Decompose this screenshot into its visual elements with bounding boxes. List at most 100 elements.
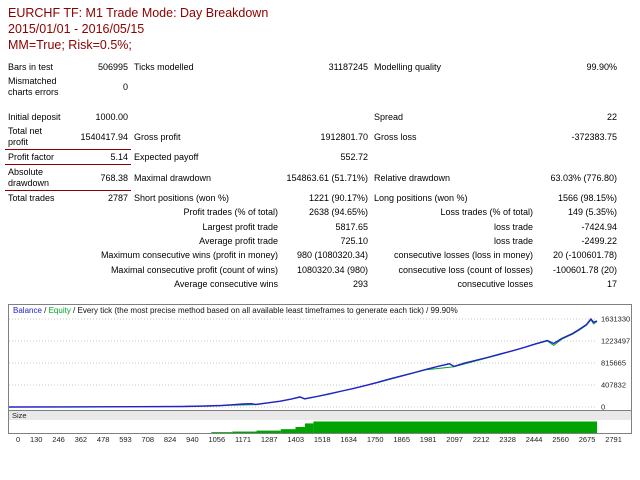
stat-value: 0 [122,81,128,92]
legend-equity-label: Equity [48,305,71,315]
stat-row: Total net profit 1540417.94 Gross profit 19… [5,124,620,151]
stat-value: -7424.94 [581,221,617,232]
stat-value: 17 [606,279,617,290]
stat-label: Gross profit [134,131,181,142]
stat-label: Mismatched charts errors [8,76,59,97]
stats-table: Bars in test 506995 Ticks modelled 31187245… [5,60,620,292]
stat-value: 1912801.70 [320,131,368,142]
stat-label: Modelling quality [374,62,442,72]
stat-value: 63.03% (776.80) [550,172,617,183]
x-axis-label: 2328 [499,434,516,444]
x-axis-label: 2444 [525,434,543,444]
stat-row: Profit factor 5.14 Expected payoff 552.72 [5,149,620,166]
x-axis-label: 1981 [419,434,437,444]
stat-value: -372383.75 [571,131,617,142]
stat-label: Loss trades (% of total) [440,207,533,218]
x-axis-label: 2675 [578,434,596,444]
stat-label: Bars in test [8,62,54,72]
stat-value: 768.38 [67,164,131,192]
report-date-range: 2015/01/01 - 2016/05/15 [8,22,145,36]
stat-label [536,150,620,165]
stat-label: consecutive losses [457,279,533,290]
x-axis-label: 1750 [366,434,384,444]
report-settings: MM=True; Risk=0.5%; [8,38,132,52]
stat-row: Total trades 2787 Short positions (won %) 1… [5,191,620,206]
stat-label: Initial deposit [8,112,61,123]
stat-row: Absolute drawdown 768.38 Maximal drawdown 1… [5,164,620,192]
stat-value: 2638 (94.65%) [308,207,368,218]
stat-value: -100601.78 (20) [552,264,617,275]
y-axis-label: 1223497 [601,336,630,345]
stat-value: 2787 [107,193,128,204]
size-bar [211,431,233,433]
y-axis-label: 815665 [601,358,626,367]
stat-value: 1080320.34 (980) [296,264,368,275]
x-axis-label: 2791 [605,434,622,444]
balance-chart-panel: Balance / Equity / Every tick (the most … [8,303,632,444]
stat-label: consecutive loss (count of losses) [398,264,533,275]
stat-value: 1000.00 [95,112,128,123]
stat-value: 99.90% [586,62,617,72]
stat-label: Profit trades (% of total) [183,207,278,218]
x-axis-label: 0 [16,434,21,444]
stat-label: Absolute drawdown [5,164,67,192]
stat-row: Initial deposit 1000.00 Spread 22 [5,110,620,124]
x-axis-label: 1056 [208,434,226,444]
stat-value: 725.10 [340,236,368,247]
size-bar [305,422,314,433]
stat-label [281,74,371,99]
chart-box: Balance / Equity / Every tick (the most … [8,303,632,434]
x-axis-label: 362 [74,434,88,444]
stat-label [131,110,281,124]
stat-row: Profit trades (% of total) 2638 (94.65%) L… [5,205,620,219]
stat-value: 149 (5.35%) [567,207,617,218]
spacer-row [5,99,620,110]
size-bar [232,431,257,433]
stat-label: loss trade [493,236,533,247]
size-chart-svg [211,420,597,433]
y-axis-label: 407832 [601,380,626,389]
stat-label: Total net profit [5,124,67,151]
x-axis-label: 593 [119,434,132,444]
stat-row: Mismatched charts errors 0 [5,74,620,99]
stats-table-body: Bars in test 506995 Ticks modelled 31187245… [5,60,620,292]
stat-label [371,150,536,165]
legend-balance-label: Balance [13,305,42,315]
x-axis-label: 1403 [287,434,305,444]
stat-value: 1221 (90.17%) [308,192,368,203]
stat-value: 22 [606,112,617,123]
stat-label: Spread [374,112,404,123]
stat-label [371,74,536,99]
stat-row: Maximum consecutive wins (profit in mone… [5,248,620,262]
stat-value: 293 [352,279,368,290]
stat-label: loss trade [493,221,533,232]
stat-label: Average consecutive wins [174,279,278,290]
stat-row: Average consecutive wins 293 consecutive l… [5,277,620,291]
stat-value: 1566 (98.15%) [557,192,617,203]
x-axis-label: 246 [52,434,65,444]
x-axis-labels: 0 130 246 362 478 593 708 824 940 1056 1171 1287 140… [16,435,622,444]
stat-label: Gross loss [374,131,417,142]
balance-line [9,317,598,408]
stat-value: 5.14 [67,149,131,166]
size-bar [256,430,281,433]
x-axis-label: 2212 [472,434,490,444]
size-bar [280,428,296,433]
stat-label: Relative drawdown [374,172,451,183]
x-axis-label: 1287 [260,434,278,444]
stat-label [281,110,371,124]
stat-label: Expected payoff [134,152,199,163]
stat-row: Average profit trade 725.10 loss trade -249… [5,234,620,248]
stat-label: Profit factor [5,149,67,166]
report-header: EURCHF TF: M1 Trade Mode: Day Breakdown … [0,0,640,53]
stat-row: Largest profit trade 5817.65 loss trade -74… [5,220,620,234]
stat-value: 552.72 [340,152,368,163]
stat-value: -2499.22 [581,236,617,247]
legend-separator: / [41,305,49,315]
stat-value: 506995 [97,62,128,72]
size-panel-header: Size [9,409,631,420]
x-axis-label: 2560 [552,434,569,444]
stat-label: Total trades [8,193,55,204]
stat-label [131,74,281,99]
report-title: EURCHF TF: M1 Trade Mode: Day Breakdown [8,6,269,20]
